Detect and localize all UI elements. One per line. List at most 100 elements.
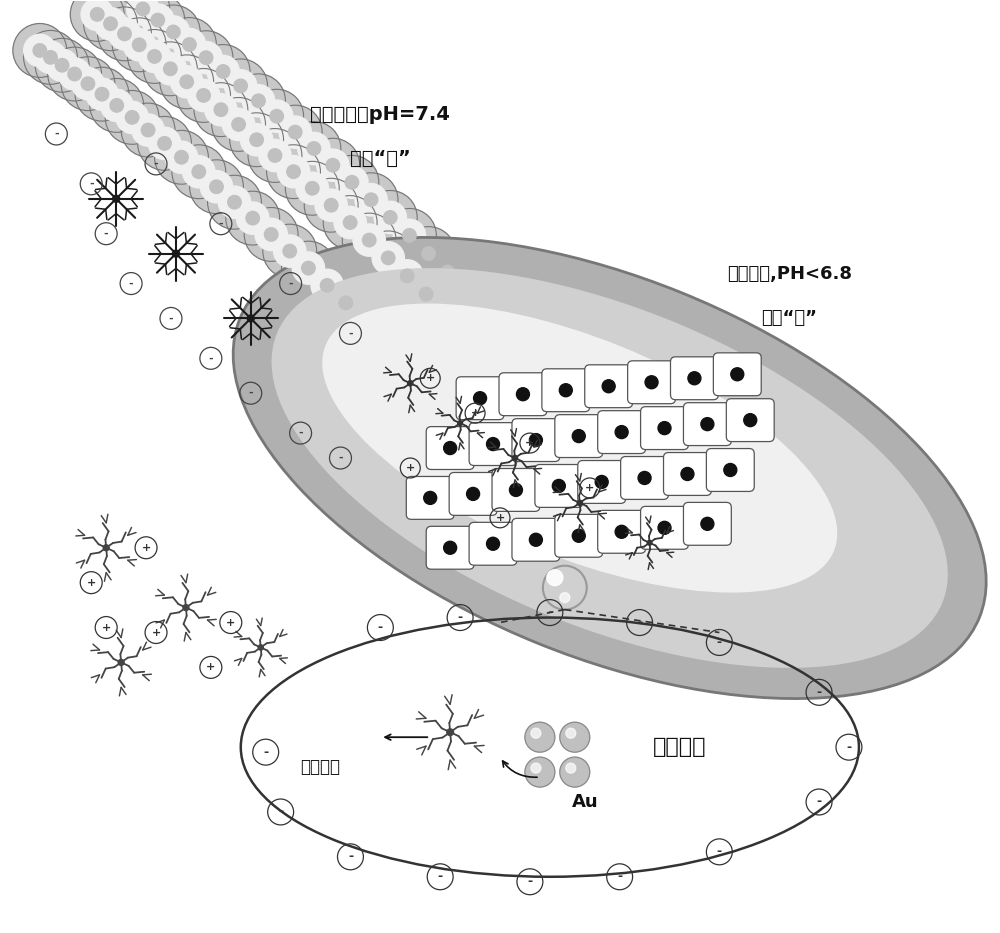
Circle shape xyxy=(339,296,353,310)
FancyBboxPatch shape xyxy=(406,477,454,520)
Circle shape xyxy=(385,341,418,372)
Circle shape xyxy=(222,108,255,141)
FancyBboxPatch shape xyxy=(492,468,540,511)
Circle shape xyxy=(647,540,652,545)
Circle shape xyxy=(345,175,359,189)
FancyBboxPatch shape xyxy=(499,373,547,416)
Circle shape xyxy=(497,321,510,334)
Circle shape xyxy=(493,361,506,374)
Circle shape xyxy=(61,57,115,111)
Circle shape xyxy=(81,0,113,31)
Circle shape xyxy=(94,7,127,40)
Circle shape xyxy=(281,241,335,295)
Circle shape xyxy=(244,207,298,261)
Text: -: - xyxy=(104,229,108,239)
Circle shape xyxy=(424,492,437,505)
Circle shape xyxy=(487,312,520,343)
FancyBboxPatch shape xyxy=(713,353,761,396)
Ellipse shape xyxy=(322,303,837,592)
Circle shape xyxy=(121,104,175,157)
Circle shape xyxy=(24,31,77,84)
Circle shape xyxy=(317,149,349,181)
Circle shape xyxy=(252,94,265,107)
Circle shape xyxy=(325,156,379,209)
Circle shape xyxy=(724,464,737,477)
Circle shape xyxy=(58,58,91,91)
Circle shape xyxy=(638,471,651,484)
Circle shape xyxy=(48,47,102,101)
Circle shape xyxy=(232,74,285,128)
Circle shape xyxy=(247,315,254,322)
Circle shape xyxy=(183,37,196,51)
Circle shape xyxy=(194,83,248,136)
Circle shape xyxy=(84,0,137,50)
Circle shape xyxy=(55,59,69,72)
Circle shape xyxy=(348,304,381,337)
Circle shape xyxy=(529,434,542,447)
Text: 荧光“关”: 荧光“关” xyxy=(350,149,411,169)
Circle shape xyxy=(232,118,245,132)
FancyBboxPatch shape xyxy=(578,461,626,504)
Circle shape xyxy=(270,109,283,123)
Circle shape xyxy=(342,213,396,267)
Text: -: - xyxy=(816,686,822,699)
Circle shape xyxy=(688,371,701,384)
Circle shape xyxy=(306,182,319,195)
Text: 肿瘤细胞: 肿瘤细胞 xyxy=(653,737,706,758)
Circle shape xyxy=(364,193,378,206)
Circle shape xyxy=(267,145,320,199)
Text: +: + xyxy=(495,513,505,522)
Circle shape xyxy=(154,52,186,85)
Circle shape xyxy=(81,77,95,91)
Text: -: - xyxy=(209,354,213,363)
Circle shape xyxy=(477,300,531,355)
FancyBboxPatch shape xyxy=(535,465,583,508)
Circle shape xyxy=(287,121,341,175)
FancyBboxPatch shape xyxy=(555,514,603,557)
Text: -: - xyxy=(378,621,383,634)
Circle shape xyxy=(428,383,482,438)
Circle shape xyxy=(151,13,165,27)
Circle shape xyxy=(408,381,413,386)
Circle shape xyxy=(164,63,177,76)
Circle shape xyxy=(108,18,141,50)
Circle shape xyxy=(116,0,170,35)
Circle shape xyxy=(566,763,576,773)
Circle shape xyxy=(307,142,321,155)
Circle shape xyxy=(13,23,67,77)
Text: -: - xyxy=(263,745,268,759)
Circle shape xyxy=(123,29,155,61)
Circle shape xyxy=(376,332,390,345)
Circle shape xyxy=(487,438,500,451)
Circle shape xyxy=(171,65,203,98)
Text: -: - xyxy=(298,428,303,439)
Circle shape xyxy=(374,329,428,383)
Text: Au: Au xyxy=(571,793,598,811)
Text: -: - xyxy=(717,845,722,858)
Circle shape xyxy=(240,123,273,156)
Circle shape xyxy=(246,212,259,225)
Circle shape xyxy=(744,413,757,426)
Circle shape xyxy=(142,4,174,36)
Circle shape xyxy=(421,245,475,299)
Circle shape xyxy=(268,105,322,159)
Circle shape xyxy=(552,480,565,493)
Circle shape xyxy=(214,59,268,113)
Circle shape xyxy=(190,160,243,214)
Text: +: + xyxy=(87,578,96,588)
Circle shape xyxy=(157,16,189,49)
Circle shape xyxy=(393,219,426,252)
Circle shape xyxy=(300,258,354,313)
Circle shape xyxy=(155,131,208,184)
Circle shape xyxy=(205,93,237,126)
Circle shape xyxy=(595,476,608,489)
FancyBboxPatch shape xyxy=(683,502,731,545)
Circle shape xyxy=(658,522,671,535)
Circle shape xyxy=(70,0,124,41)
Circle shape xyxy=(512,455,518,461)
Circle shape xyxy=(413,368,426,382)
Circle shape xyxy=(287,165,300,178)
Circle shape xyxy=(148,49,161,63)
FancyBboxPatch shape xyxy=(512,519,560,562)
Circle shape xyxy=(441,265,454,279)
